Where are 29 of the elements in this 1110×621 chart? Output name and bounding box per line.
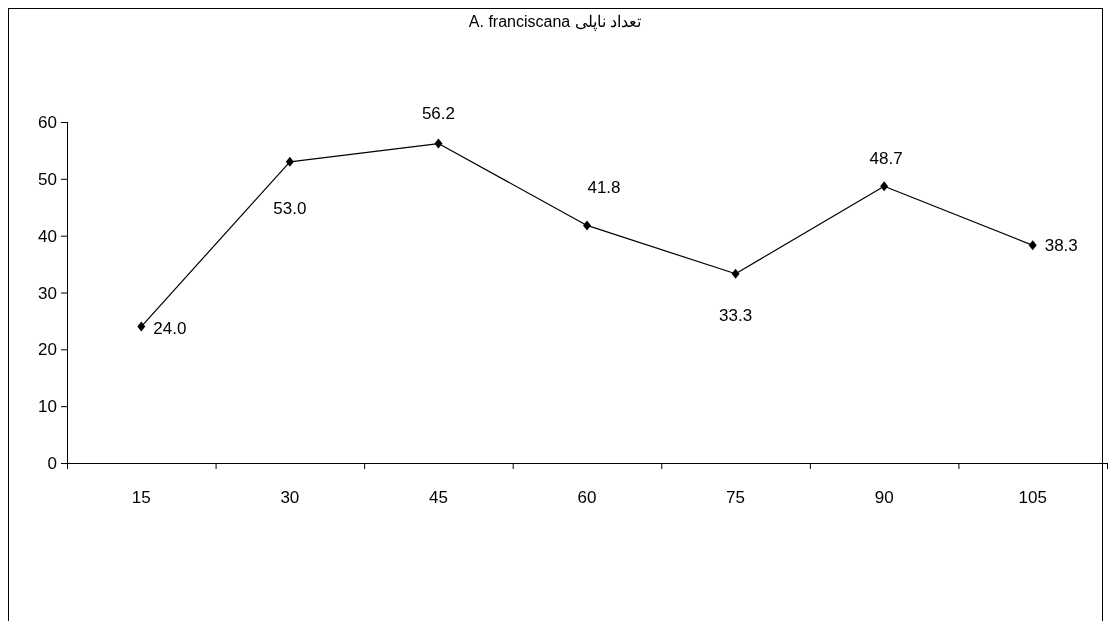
data-label: 53.0 [273, 198, 307, 218]
y-tick-label: 20 [38, 340, 57, 360]
point [880, 181, 889, 192]
y-tick-label: 0 [47, 454, 57, 473]
chart-title: تعداد ناپلی A. franciscana [468, 13, 642, 31]
y-tick-label: 40 [38, 226, 57, 246]
data-label: 38.3 [1044, 236, 1078, 256]
point [285, 156, 294, 167]
y-tick-label: 50 [38, 169, 57, 189]
data-label: 41.8 [587, 178, 621, 198]
point [731, 268, 740, 279]
y-tick-label: 10 [38, 397, 57, 417]
data-label: 33.3 [719, 305, 753, 325]
data-label: 24.0 [153, 318, 187, 338]
y-tick-label: 30 [38, 283, 57, 303]
data-label: 48.7 [869, 149, 903, 169]
data-label: 56.2 [421, 103, 455, 123]
point [137, 321, 146, 332]
point [434, 138, 443, 149]
point [583, 220, 591, 231]
x-tick-label: 30 [280, 488, 300, 507]
x-tick-label: 15 [131, 488, 151, 507]
x-tick-label: 60 [577, 488, 597, 507]
x-tick-label: 90 [874, 488, 894, 507]
y-tick-label: 60 [38, 113, 57, 132]
x-tick-label: 105 [1018, 488, 1047, 507]
x-tick-label: 75 [726, 488, 746, 507]
x-tick-label: 45 [428, 488, 448, 507]
point [1028, 240, 1037, 251]
